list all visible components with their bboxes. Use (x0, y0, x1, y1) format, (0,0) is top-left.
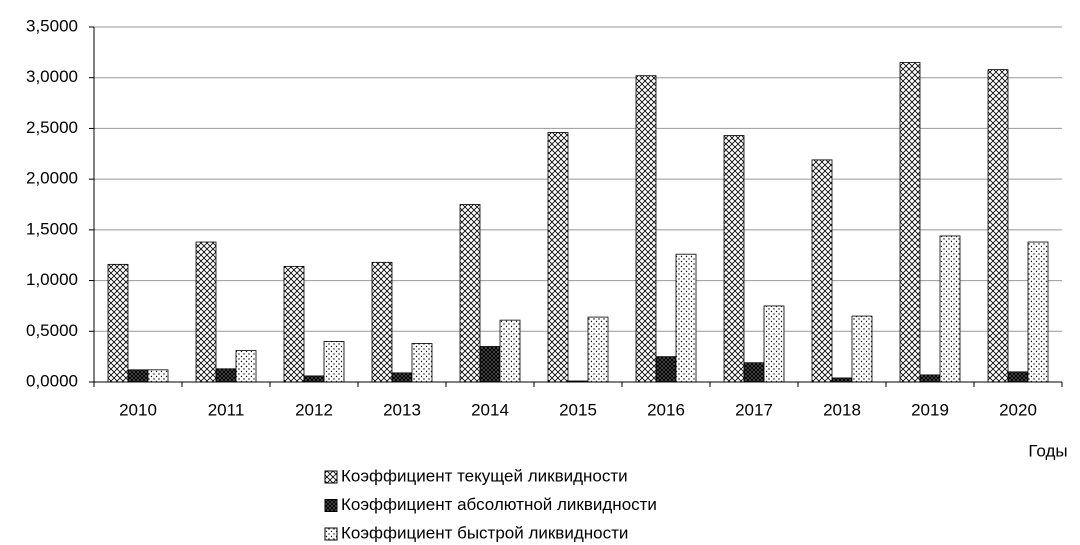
y-tick-label: 2,5000 (26, 118, 78, 137)
bar (675, 253, 697, 383)
bar (635, 75, 657, 383)
y-tick-label: 2,0000 (26, 169, 78, 188)
legend-swatch (324, 470, 338, 484)
bar (655, 356, 677, 383)
x-tick-label: 2010 (119, 400, 157, 419)
bar (215, 368, 237, 383)
bar (283, 265, 305, 383)
x-tick-label: 2011 (208, 400, 245, 419)
bar (811, 159, 833, 383)
bar (987, 69, 1009, 383)
x-tick-label: 2014 (471, 400, 509, 419)
x-tick-label: 2019 (911, 400, 949, 419)
y-tick-label: 3,5000 (26, 16, 78, 35)
x-tick-label: 2017 (735, 400, 773, 419)
bar (743, 362, 765, 383)
bar (899, 62, 921, 383)
bar (411, 343, 433, 383)
legend-swatch (324, 499, 338, 512)
legend-label: Коэффициент текущей ликвидности (341, 466, 628, 485)
legend-label: Коэффициент абсолютной ликвидности (341, 495, 657, 514)
bar (587, 316, 609, 383)
bar (939, 235, 961, 383)
x-tick-label: 2013 (383, 400, 421, 419)
bar (323, 341, 345, 383)
bar (723, 135, 745, 383)
bar (547, 132, 569, 383)
bar (851, 315, 873, 383)
bar (831, 377, 853, 383)
bar (195, 241, 217, 383)
x-tick-label: 2018 (823, 400, 861, 419)
bar (147, 369, 169, 383)
bar (763, 305, 785, 383)
x-axis-label: Годы (1028, 441, 1067, 460)
x-tick-label: 2020 (999, 400, 1037, 419)
legend-swatch (324, 527, 338, 541)
bar (127, 369, 149, 383)
x-tick-label: 2012 (295, 400, 333, 419)
legend-label: Коэффициент быстрой ликвидности (341, 523, 628, 542)
y-tick-label: 1,0000 (26, 270, 78, 289)
bar (391, 372, 413, 383)
bar (459, 204, 481, 383)
x-tick-label: 2016 (647, 400, 685, 419)
y-tick-label: 3,0000 (26, 67, 78, 86)
bar (107, 263, 129, 383)
bar (1027, 241, 1049, 383)
bar (371, 261, 393, 383)
bar (1007, 371, 1029, 383)
bar (479, 346, 501, 383)
bar (235, 350, 257, 383)
bar (303, 375, 325, 383)
y-tick-label: 0,0000 (26, 371, 78, 390)
x-tick-label: 2015 (559, 400, 597, 419)
bar (499, 319, 521, 383)
y-tick-label: 1,5000 (26, 219, 78, 238)
bar (919, 374, 941, 383)
y-tick-label: 0,5000 (26, 321, 78, 340)
